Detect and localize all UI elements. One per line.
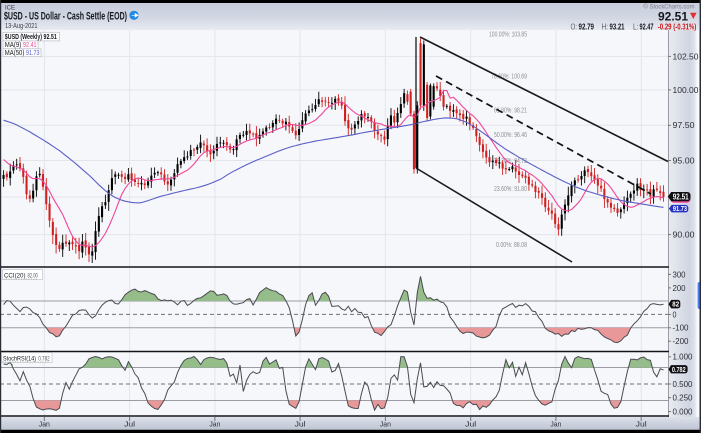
svg-text:82: 82 xyxy=(672,302,679,309)
svg-text:0.250: 0.250 xyxy=(673,394,694,403)
svg-text:93.21: 93.21 xyxy=(610,23,625,32)
svg-text:102.50: 102.50 xyxy=(673,52,700,61)
svg-text:0: 0 xyxy=(673,310,677,319)
svg-text:Jul: Jul xyxy=(636,420,647,429)
svg-text:200: 200 xyxy=(673,284,687,293)
svg-text:0.000: 0.000 xyxy=(673,407,694,416)
svg-text:61.80%: 98.21: 61.80%: 98.21 xyxy=(494,108,527,115)
svg-text:1.000: 1.000 xyxy=(673,353,694,362)
svg-text:92.51: 92.51 xyxy=(658,12,689,24)
svg-text:91.73: 91.73 xyxy=(26,50,40,57)
svg-text:95.00: 95.00 xyxy=(673,156,696,165)
svg-text:Jan: Jan xyxy=(209,420,220,429)
svg-text:38.20%: 94.72: 38.20%: 94.72 xyxy=(494,158,527,165)
svg-text:78.60%: 100.69: 78.60%: 100.69 xyxy=(491,74,527,81)
svg-text:91.73: 91.73 xyxy=(673,206,687,213)
svg-text:92.51: 92.51 xyxy=(673,192,689,201)
svg-text:90.00: 90.00 xyxy=(673,231,696,240)
svg-text:MA(9): MA(9) xyxy=(5,42,22,49)
svg-text:0.500: 0.500 xyxy=(673,380,694,389)
svg-text:82.00: 82.00 xyxy=(28,273,38,280)
svg-text:-100: -100 xyxy=(673,324,690,333)
svg-text:92.79: 92.79 xyxy=(579,23,595,32)
svg-text:0.782: 0.782 xyxy=(672,367,686,374)
svg-text:-200: -200 xyxy=(673,337,690,346)
svg-text:92.41: 92.41 xyxy=(23,42,37,49)
svg-text:97.50: 97.50 xyxy=(673,121,696,130)
svg-text:$USD - US Dollar - Cash Settle: $USD - US Dollar - Cash Settle (EOD) xyxy=(4,11,127,23)
svg-text:Jan: Jan xyxy=(39,420,50,429)
svg-text:Jul: Jul xyxy=(295,420,306,429)
svg-text:StochRSI(14): StochRSI(14) xyxy=(3,355,36,362)
svg-text:H:: H: xyxy=(602,23,609,32)
svg-text:$USD (Weekly) 92.51: $USD (Weekly) 92.51 xyxy=(5,32,57,41)
svg-text:13-Aug-2021: 13-Aug-2021 xyxy=(5,21,38,30)
svg-text:ICE: ICE xyxy=(5,5,16,12)
svg-text:© StockCharts.com: © StockCharts.com xyxy=(644,2,695,10)
svg-text:-0.29 (-0.31%): -0.29 (-0.31%) xyxy=(658,23,697,32)
svg-text:O:: O: xyxy=(571,23,578,32)
svg-text:0.782: 0.782 xyxy=(38,355,50,362)
svg-text:300: 300 xyxy=(673,270,687,279)
svg-text:L:: L: xyxy=(633,23,639,32)
svg-text:0.00%: 88.08: 0.00%: 88.08 xyxy=(496,242,527,249)
svg-text:100.00: 100.00 xyxy=(673,86,700,95)
svg-text:Jan: Jan xyxy=(550,420,561,429)
svg-text:50.00%: 96.46: 50.00%: 96.46 xyxy=(494,132,527,139)
svg-text:Jul: Jul xyxy=(465,420,476,429)
svg-text:Jan: Jan xyxy=(380,420,391,429)
svg-text:MA(50): MA(50) xyxy=(5,50,25,57)
svg-text:Jul: Jul xyxy=(124,420,135,429)
svg-text:CCI(20): CCI(20) xyxy=(4,273,26,280)
svg-text:100.00%: 103.85: 100.00%: 103.85 xyxy=(489,32,527,39)
svg-text:92.47: 92.47 xyxy=(640,23,654,32)
svg-text:23.60%: 91.80: 23.60%: 91.80 xyxy=(494,186,527,193)
